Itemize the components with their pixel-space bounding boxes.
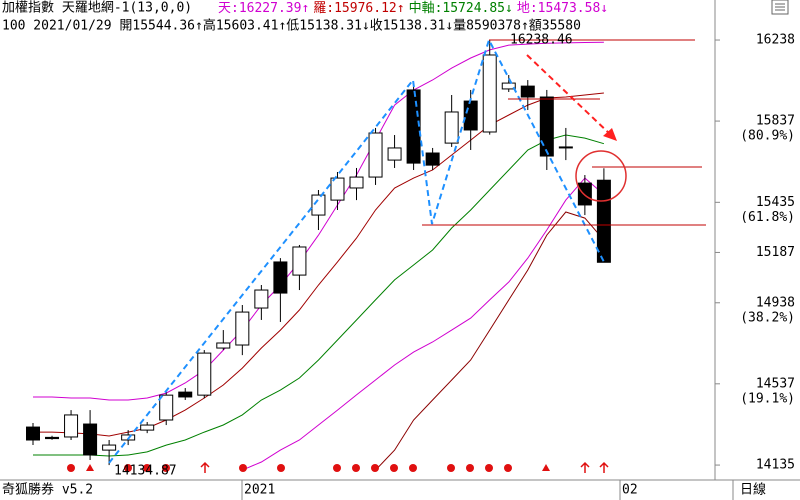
candle-body (45, 436, 60, 440)
readout: 羅:15976.12↑ (313, 1, 404, 16)
candle-body (349, 176, 364, 189)
band-line (375, 211, 605, 471)
candle-body (596, 179, 611, 263)
signal-dot (239, 464, 247, 472)
candle-body (159, 394, 174, 421)
signal-dot (67, 464, 75, 472)
high-annotation: 16238.46 (510, 32, 573, 47)
candle-body (83, 423, 98, 456)
signal-dot (504, 464, 512, 472)
period-label: 日線 (740, 482, 766, 498)
signal-dot (409, 464, 417, 472)
signal-arrow (580, 461, 590, 473)
signal-arrow (200, 461, 210, 473)
trend-arrow-head (603, 128, 617, 141)
y-tick-note: (19.1%) (740, 391, 795, 406)
y-tick-label: 16238 (756, 33, 795, 48)
signal-dot (447, 464, 455, 472)
y-tick-note: (61.8%) (740, 210, 795, 225)
candle-body (482, 54, 497, 133)
brand: 奇狐勝券 v5.2 (2, 482, 93, 498)
signal-triangle (542, 464, 550, 471)
y-tick-note: (80.9%) (740, 129, 795, 144)
candle-body (292, 246, 307, 276)
plot-area (26, 39, 611, 471)
candle-body (102, 444, 117, 451)
y-tick-label: 15837 (756, 114, 795, 129)
signal-dot (277, 464, 285, 472)
signal-dot (124, 464, 132, 472)
candle-body (463, 100, 478, 131)
wave-pattern (108, 37, 605, 464)
candle-body (539, 96, 554, 157)
signal-dot (371, 464, 379, 472)
signal-dot (352, 464, 360, 472)
candle-body (501, 82, 516, 90)
chart-title: 加權指數 天羅地網-1(13,0,0) (2, 1, 192, 16)
indicator-readouts: 天:16227.39↑ 羅:15976.12↑ 中軸:15724.85↓ 地:1547… (218, 1, 608, 16)
readout: 天:16227.39↑ (218, 1, 309, 16)
y-tick-label: 14537 (756, 376, 795, 391)
candle-body (520, 85, 535, 98)
candle-body (330, 177, 345, 201)
candle-body (197, 352, 212, 396)
signal-dot (162, 464, 170, 472)
signal-dot (466, 464, 474, 472)
candle-body (254, 289, 269, 309)
readout: 地:15473.58↓ (517, 1, 608, 16)
candle-body (558, 146, 573, 149)
time-label: 02 (622, 483, 638, 498)
candle-body (577, 182, 592, 206)
band-line (33, 134, 605, 457)
candle-body (235, 311, 250, 346)
y-tick-label: 15187 (756, 245, 795, 260)
bar-info: 100 2021/01/29 開15544.36↑高15603.41↑低1513… (2, 18, 581, 34)
candle-body (216, 342, 231, 349)
signal-dot (333, 464, 341, 472)
signal-dot (390, 464, 398, 472)
candle-body (273, 261, 288, 294)
candle-body (425, 152, 440, 166)
signal-dot (143, 464, 151, 472)
signal-dot (485, 464, 493, 472)
y-tick-note: (38.2%) (740, 310, 795, 325)
readout: 中軸:15724.85↓ (409, 1, 513, 16)
candle-body (178, 391, 193, 398)
signal-triangle (86, 464, 94, 471)
y-tick-label: 14938 (756, 295, 795, 310)
candle-body (64, 414, 79, 438)
candle-body (26, 426, 40, 441)
candle-body (444, 111, 459, 144)
time-label: 2021 (244, 483, 275, 498)
y-tick-label: 15435 (756, 195, 795, 210)
band-line (242, 177, 605, 471)
candle-body (368, 132, 383, 178)
signal-row (67, 461, 609, 473)
highlight-circle (575, 150, 627, 202)
candle-body (406, 89, 421, 164)
signal-arrow (599, 461, 609, 473)
candle-body (387, 147, 402, 161)
candle-body (311, 194, 326, 216)
band-line (33, 41, 604, 401)
low-annotation: 14134.87 (114, 464, 177, 479)
candle-body (140, 424, 155, 431)
y-tick-label: 14135 (756, 458, 795, 473)
